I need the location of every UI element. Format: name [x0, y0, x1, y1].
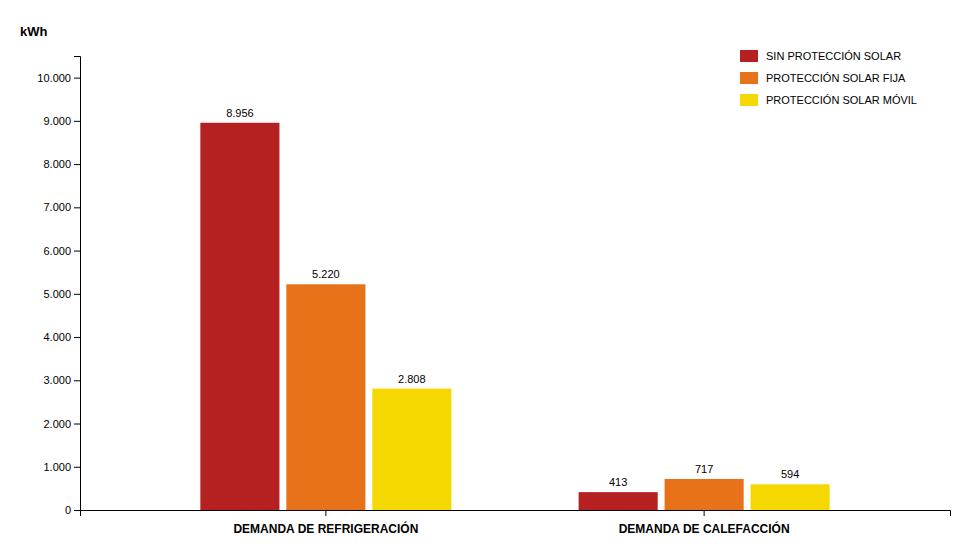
x-tick-label: DEMANDA DE REFRIGERACIÓN: [233, 521, 418, 536]
x-axis: DEMANDA DE REFRIGERACIÓN DEMANDA DE CALEF…: [81, 510, 951, 536]
y-tick-mark: [74, 251, 80, 252]
y-tick-mark: [74, 510, 80, 511]
y-tick-label: 0: [65, 504, 71, 516]
y-tick-mark: [74, 78, 80, 79]
legend-label: SIN PROTECCIÓN SOLAR: [766, 50, 901, 62]
data-label: 5.220: [312, 268, 340, 280]
y-tick: 2.000: [43, 418, 80, 430]
y-tick-mark: [74, 337, 80, 338]
y-tick-label: 3.000: [43, 374, 71, 386]
legend-item: PROTECCIÓN SOLAR MÓVIL: [740, 94, 917, 106]
x-tick-label: DEMANDA DE CALEFACCIÓN: [619, 521, 790, 536]
bar: [665, 479, 744, 510]
y-tick-mark: [74, 294, 80, 295]
y-axis-line: [74, 57, 81, 511]
legend-swatch: [740, 72, 758, 84]
y-tick-mark: [74, 467, 80, 468]
y-tick-mark: [74, 380, 80, 381]
y-axis: 0 1.000 2.000 3.000 4.000 5.000 6.000 7.000 8.00…: [37, 57, 80, 517]
x-tick: DEMANDA DE REFRIGERACIÓN: [233, 510, 418, 536]
y-tick-label: 5.000: [43, 288, 71, 300]
y-tick-label: 1.000: [43, 461, 71, 473]
y-tick: 7.000: [43, 201, 80, 213]
data-label: 413: [609, 476, 627, 488]
y-tick-label: 9.000: [43, 115, 71, 127]
data-labels: 8.956 413 5.220 717 2.808 594: [226, 107, 799, 488]
legend-swatch: [740, 50, 758, 62]
bars: [200, 123, 829, 510]
data-label: 2.808: [398, 373, 426, 385]
y-tick-mark: [74, 207, 80, 208]
x-axis-line: [81, 511, 951, 517]
data-label: 8.956: [226, 107, 254, 119]
data-label: 717: [695, 463, 713, 475]
y-tick-label: 8.000: [43, 158, 71, 170]
y-tick: 0: [65, 504, 80, 516]
bar: [200, 123, 279, 510]
data-label: 594: [781, 468, 799, 480]
x-tick-mark: [704, 510, 705, 516]
y-tick-label: 7.000: [43, 201, 71, 213]
x-tick: DEMANDA DE CALEFACCIÓN: [619, 510, 790, 536]
chart: 0 1.000 2.000 3.000 4.000 5.000 6.000 7.000 8.00…: [0, 0, 980, 560]
plot: 0 1.000 2.000 3.000 4.000 5.000 6.000 7.000 8.00…: [37, 50, 950, 536]
y-tick-label: 4.000: [43, 331, 71, 343]
legend-item: PROTECCIÓN SOLAR FIJA: [740, 72, 906, 84]
legend-label: PROTECCIÓN SOLAR MÓVIL: [766, 94, 917, 106]
y-tick: 5.000: [43, 288, 80, 300]
y-tick: 8.000: [43, 158, 80, 170]
legend-swatch: [740, 94, 758, 106]
y-tick-mark: [74, 121, 80, 122]
x-tick-mark: [325, 510, 326, 516]
y-axis-label: kWh: [20, 24, 48, 39]
y-tick: 3.000: [43, 374, 80, 386]
y-tick: 1.000: [43, 461, 80, 473]
legend-item: SIN PROTECCIÓN SOLAR: [740, 50, 901, 62]
bar: [579, 492, 658, 510]
y-tick-mark: [74, 424, 80, 425]
y-tick-label: 2.000: [43, 418, 71, 430]
y-tick-label: 10.000: [37, 72, 71, 84]
y-tick: 10.000: [37, 72, 80, 84]
y-tick-label: 6.000: [43, 245, 71, 257]
bar: [751, 484, 830, 510]
bar: [372, 389, 451, 510]
legend: SIN PROTECCIÓN SOLAR PROTECCIÓN SOLAR FIJ…: [740, 50, 917, 106]
legend-label: PROTECCIÓN SOLAR FIJA: [766, 72, 906, 84]
y-tick-mark: [74, 164, 80, 165]
y-tick: 4.000: [43, 331, 80, 343]
y-tick: 9.000: [43, 115, 80, 127]
y-tick: 6.000: [43, 245, 80, 257]
bar: [286, 284, 365, 510]
